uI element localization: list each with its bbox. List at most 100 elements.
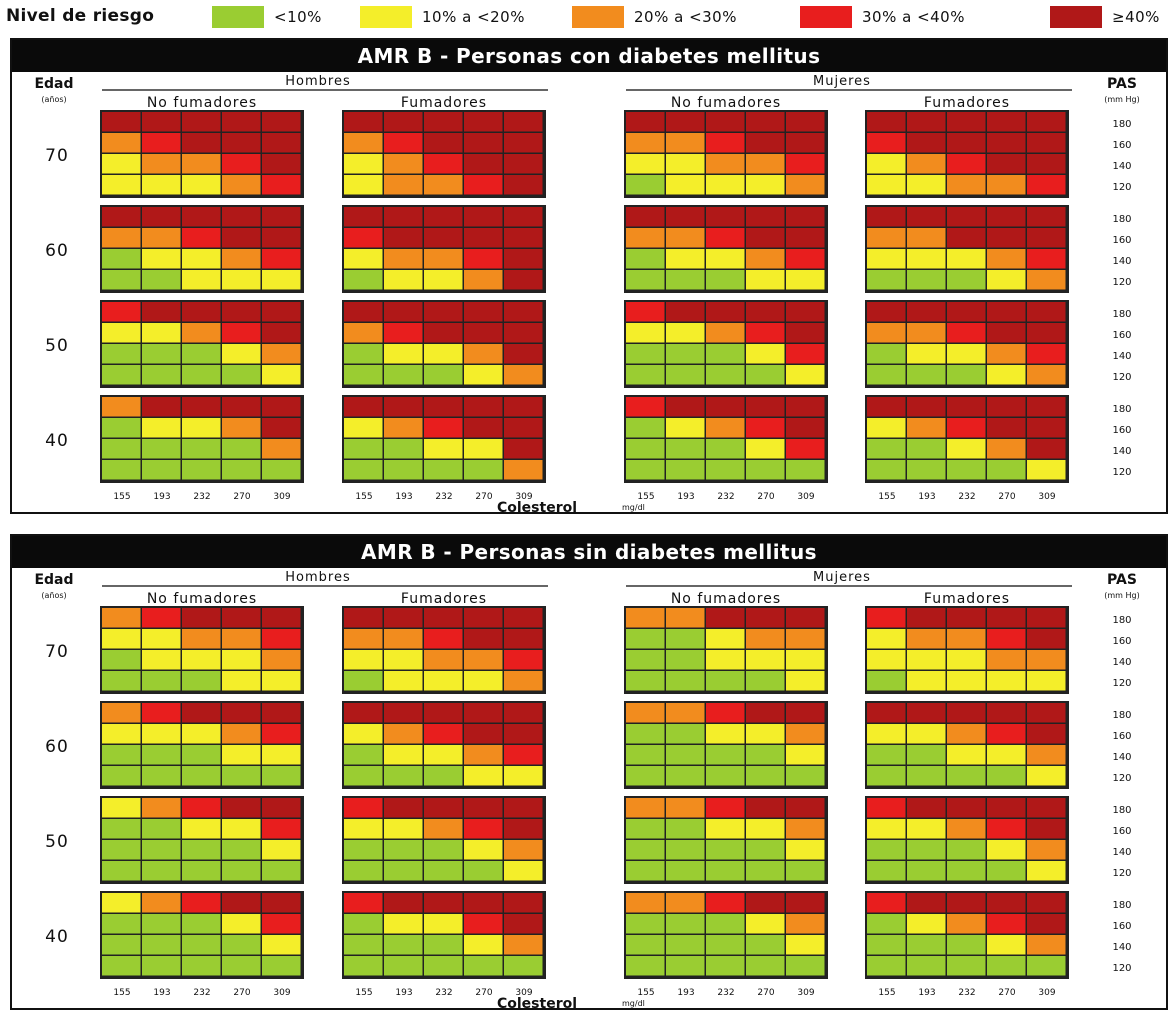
risk-cell <box>222 650 261 670</box>
risk-cell <box>262 893 301 913</box>
risk-cell <box>706 745 745 765</box>
risk-cell <box>1027 724 1066 744</box>
risk-cell <box>102 112 141 132</box>
cholesterol-tick-label: 270 <box>757 492 774 502</box>
sex-label-mujeres: Mujeres <box>813 74 871 89</box>
risk-cell <box>746 323 785 343</box>
cholesterol-tick-label: 270 <box>998 988 1015 998</box>
risk-cell <box>987 175 1026 195</box>
risk-cell <box>786 154 825 174</box>
risk-cell <box>706 439 745 459</box>
risk-cell <box>142 175 181 195</box>
cholesterol-axis-title: Colesterol <box>497 996 577 1008</box>
risk-cell <box>706 154 745 174</box>
risk-cell <box>907 608 946 628</box>
risk-cell <box>987 249 1026 269</box>
risk-cell <box>987 745 1026 765</box>
risk-cell <box>384 798 423 818</box>
risk-cell <box>626 418 665 438</box>
cholesterol-tick-label: 309 <box>1038 988 1055 998</box>
risk-cell <box>987 861 1026 881</box>
risk-cell <box>987 819 1026 839</box>
risk-cell <box>947 798 986 818</box>
risk-cell <box>504 397 543 417</box>
risk-cell <box>424 650 463 670</box>
risk-cell <box>786 270 825 290</box>
risk-cell <box>384 745 423 765</box>
risk-cell <box>907 439 946 459</box>
risk-cell <box>786 608 825 628</box>
cholesterol-tick-label: 232 <box>958 492 975 502</box>
risk-cell <box>706 344 745 364</box>
risk-cell <box>987 893 1026 913</box>
age-axis-title: Edad <box>34 76 73 92</box>
risk-cell <box>504 175 543 195</box>
risk-cell <box>344 133 383 153</box>
risk-cell <box>867 207 906 227</box>
risk-cell <box>666 228 705 248</box>
risk-cell <box>1027 228 1066 248</box>
sbp-tick-label: 140 <box>1112 657 1131 668</box>
risk-cell <box>626 629 665 649</box>
risk-cell <box>786 344 825 364</box>
risk-cell <box>142 766 181 786</box>
risk-cell <box>504 323 543 343</box>
risk-cell <box>464 914 503 934</box>
risk-cell <box>947 302 986 322</box>
cholesterol-tick-label: 270 <box>998 492 1015 502</box>
risk-cell <box>142 798 181 818</box>
risk-cell <box>222 460 261 480</box>
cholesterol-tick-label: 309 <box>1038 492 1055 502</box>
sbp-tick-label: 120 <box>1112 678 1131 689</box>
risk-cell <box>182 365 221 385</box>
risk-cell <box>504 935 543 955</box>
risk-cell <box>262 935 301 955</box>
risk-cell <box>786 724 825 744</box>
risk-cell <box>867 154 906 174</box>
risk-cell <box>666 956 705 976</box>
cholesterol-tick-label: 155 <box>113 988 130 998</box>
risk-cell <box>102 703 141 723</box>
chart-with-diabetes: AMR B - Personas con diabetes mellitus E… <box>10 38 1168 514</box>
sbp-tick-label: 160 <box>1112 636 1131 647</box>
risk-cell <box>746 133 785 153</box>
risk-cell <box>504 671 543 691</box>
risk-cell <box>142 133 181 153</box>
risk-cell <box>504 207 543 227</box>
risk-cell <box>666 766 705 786</box>
sbp-tick-label: 180 <box>1112 805 1131 816</box>
risk-cell <box>504 840 543 860</box>
risk-cell <box>262 175 301 195</box>
risk-cell <box>384 629 423 649</box>
risk-cell <box>424 418 463 438</box>
risk-cell <box>464 439 503 459</box>
risk-cell <box>262 460 301 480</box>
risk-cell <box>706 365 745 385</box>
risk-cell <box>344 344 383 364</box>
risk-cell <box>786 671 825 691</box>
sbp-tick-label: 160 <box>1112 731 1131 742</box>
risk-cell <box>142 935 181 955</box>
sbp-tick-label: 180 <box>1112 309 1131 320</box>
risk-cell <box>666 439 705 459</box>
sbp-tick-label: 140 <box>1112 847 1131 858</box>
risk-cell <box>666 154 705 174</box>
risk-cell <box>947 893 986 913</box>
risk-cell <box>1027 861 1066 881</box>
risk-cell <box>746 724 785 744</box>
age-label: 40 <box>45 927 69 947</box>
sbp-tick-label: 120 <box>1112 277 1131 288</box>
risk-cell <box>384 323 423 343</box>
risk-cell <box>464 798 503 818</box>
risk-cell <box>786 249 825 269</box>
risk-cell <box>746 671 785 691</box>
risk-cell <box>464 418 503 438</box>
risk-cell <box>706 819 745 839</box>
risk-cell <box>746 703 785 723</box>
risk-cell <box>262 112 301 132</box>
risk-cell <box>666 724 705 744</box>
risk-cell <box>666 418 705 438</box>
risk-cell <box>947 819 986 839</box>
risk-cell <box>746 608 785 628</box>
risk-cell <box>504 766 543 786</box>
